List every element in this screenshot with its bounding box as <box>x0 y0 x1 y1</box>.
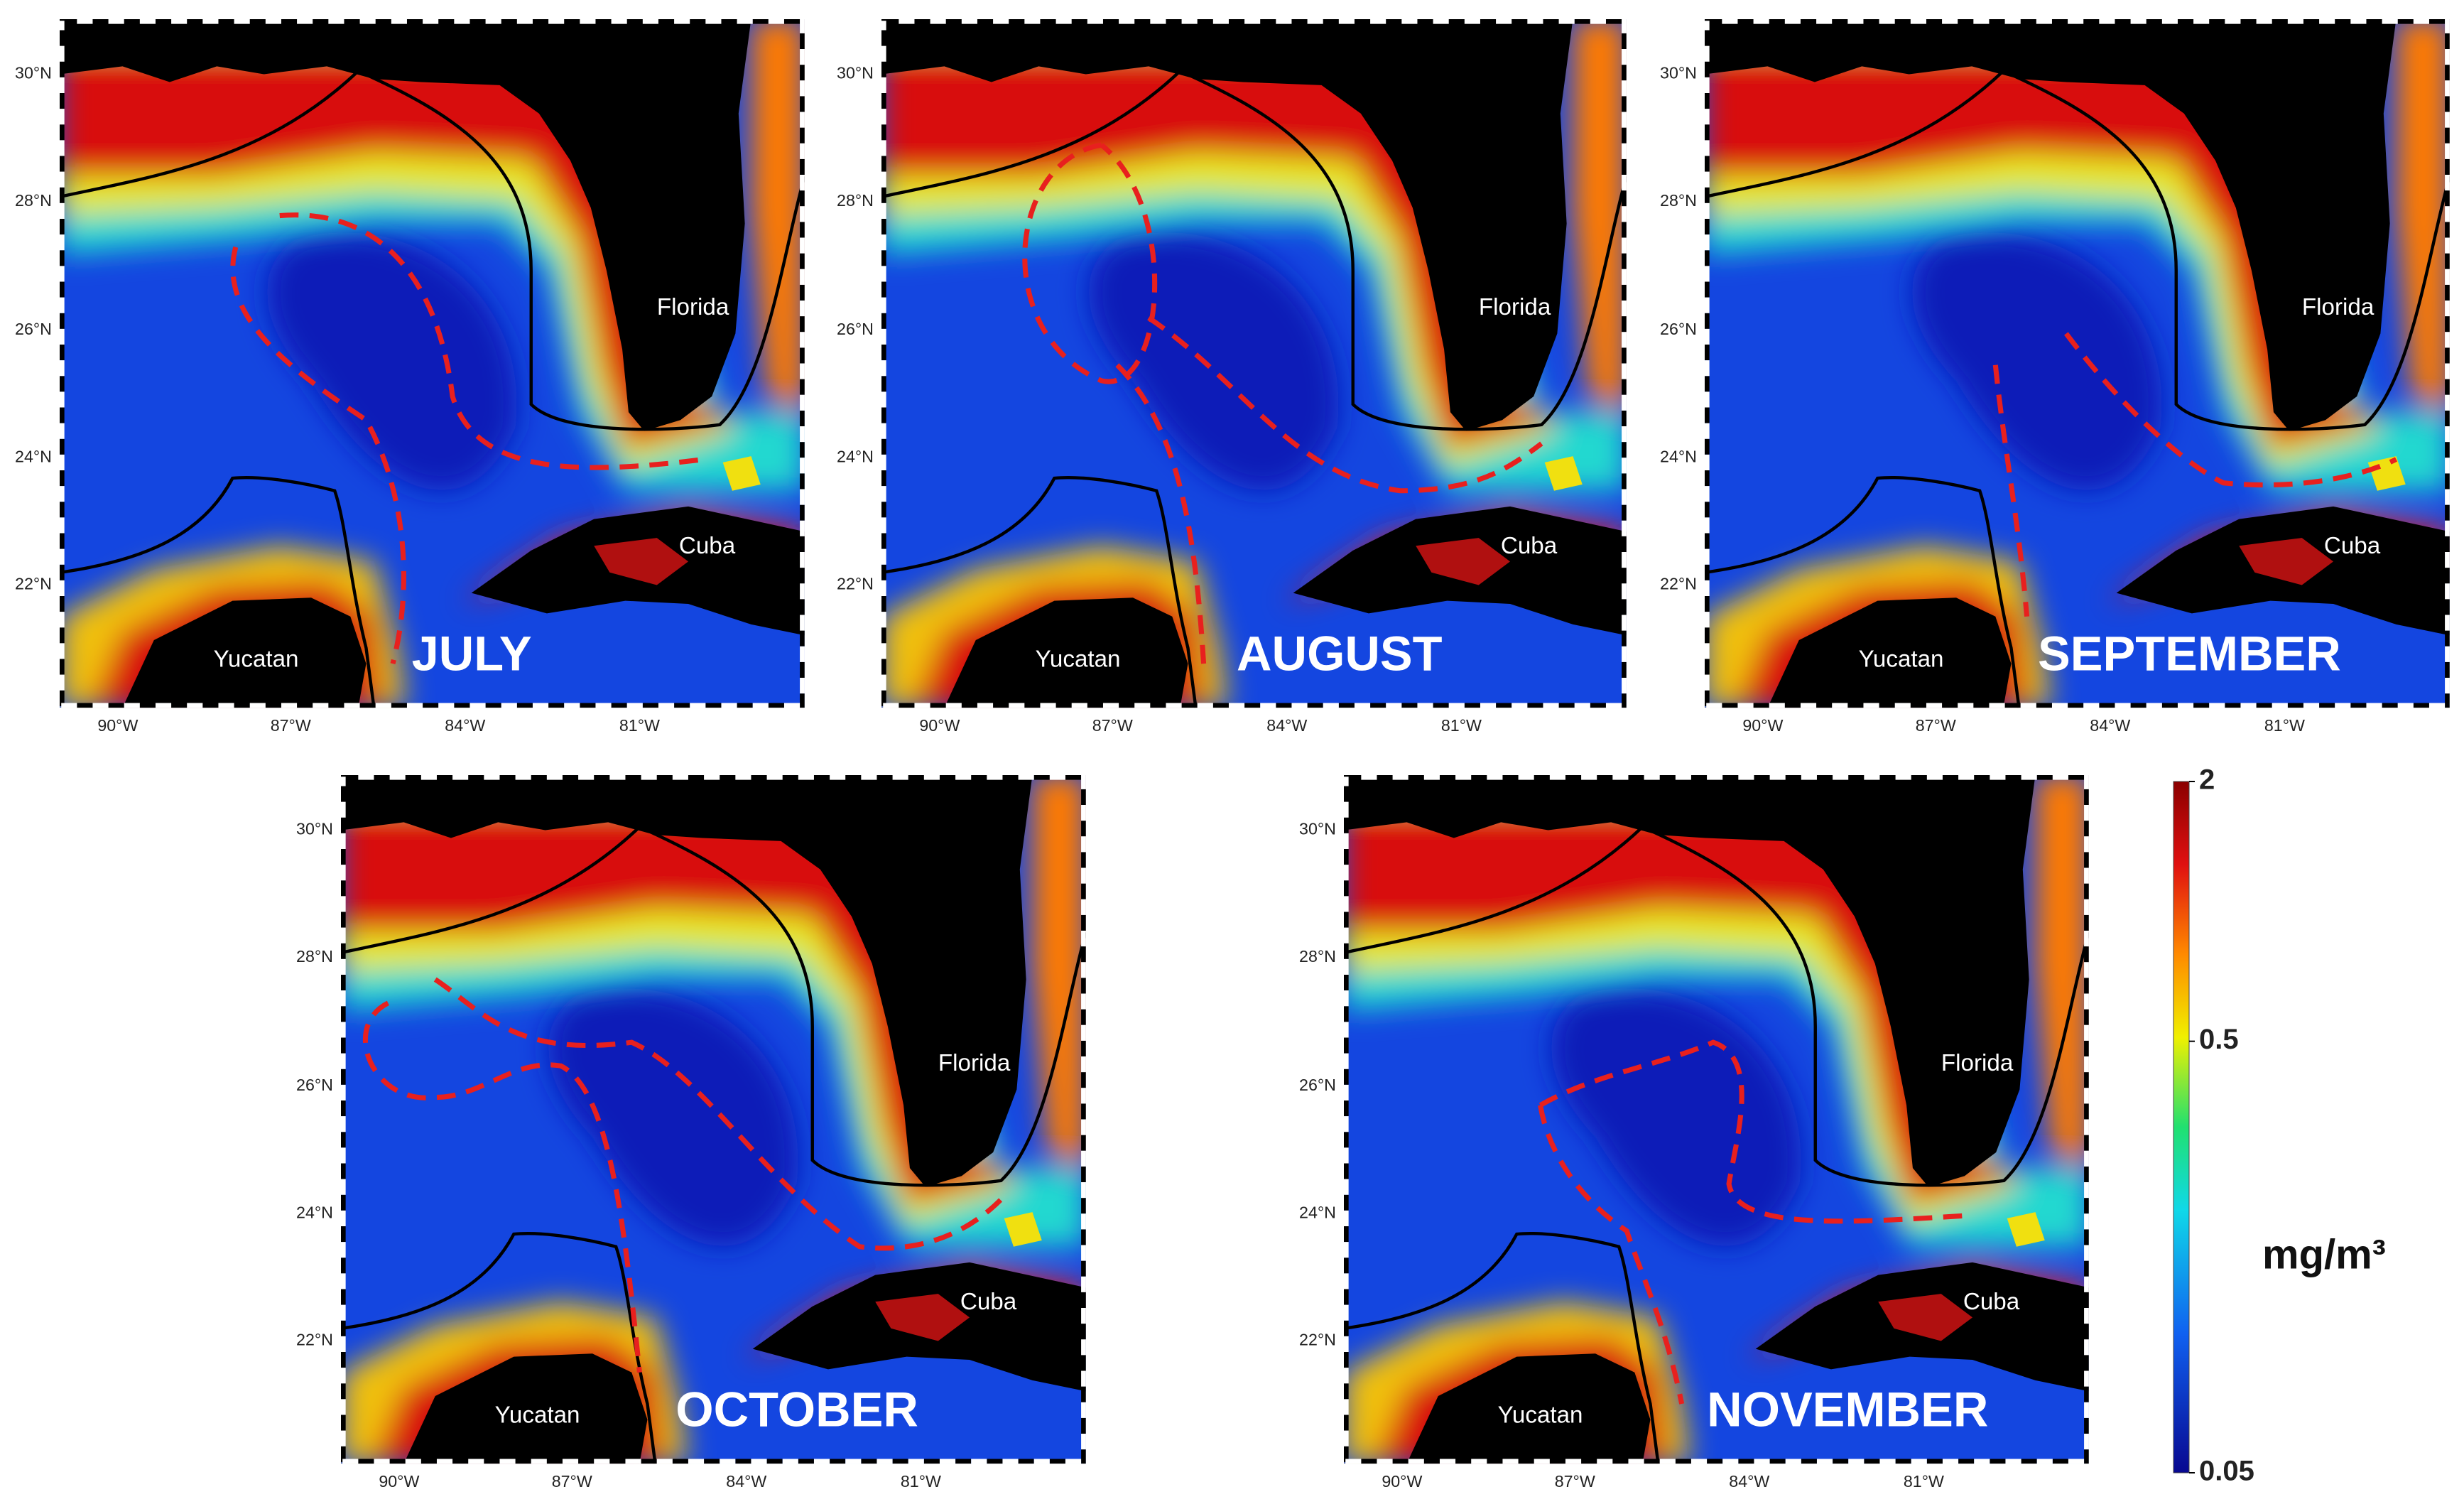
loop-current-boundary <box>279 212 705 470</box>
place-label: Yucatan <box>1859 646 1944 672</box>
place-label: Cuba <box>1501 533 1558 559</box>
month-label: JULY <box>412 626 532 681</box>
longitude-label: 84°W <box>2090 716 2130 735</box>
month-label: NOVEMBER <box>1707 1382 1988 1437</box>
latitude-label: 24°N <box>837 447 874 465</box>
longitude-label: 84°W <box>1266 716 1307 735</box>
place-label: Cuba <box>679 533 736 559</box>
longitude-label: 87°W <box>1916 716 1956 735</box>
latitude-label: 30°N <box>1660 64 1697 82</box>
latitude-label: 28°N <box>15 191 52 210</box>
place-label: Yucatan <box>495 1402 580 1428</box>
loop-current-boundary <box>230 246 406 665</box>
longitude-label: 87°W <box>1555 1472 1595 1491</box>
latitude-label: 28°N <box>837 191 874 210</box>
latitude-label: 30°N <box>15 64 52 82</box>
latitude-label: 22°N <box>15 575 52 593</box>
longitude-label: 90°W <box>379 1472 419 1491</box>
latitude-label: 22°N <box>1660 575 1697 593</box>
place-label: Cuba <box>960 1289 1017 1315</box>
place-label: Yucatan <box>214 646 299 672</box>
loop-current-boundary <box>433 977 1003 1251</box>
loop-current-boundary <box>1147 315 1543 494</box>
latitude-label: 26°N <box>1660 320 1697 338</box>
month-label: SEPTEMBER <box>2038 626 2341 681</box>
colorbar <box>2173 781 2190 1473</box>
longitude-label: 84°W <box>1729 1472 1769 1491</box>
map-image <box>1705 19 2450 708</box>
loop-current-boundary <box>362 1000 642 1373</box>
map-image <box>1344 775 2089 1464</box>
place-label: Cuba <box>2324 533 2381 559</box>
longitude-label: 87°W <box>552 1472 592 1491</box>
place-label: Yucatan <box>1498 1402 1583 1428</box>
latitude-label: 28°N <box>296 947 333 966</box>
latitude-label: 24°N <box>296 1203 333 1221</box>
map-image <box>341 775 1086 1464</box>
latitude-label: 30°N <box>1299 820 1336 838</box>
longitude-label: 84°W <box>445 716 485 735</box>
colorbar-unit: mg/m³ <box>2262 1231 2386 1277</box>
map-panel: 30°N 28°N 26°N 24°N 22°N 90°W 87°W 84°W 81°W Flor… <box>296 775 1086 1491</box>
place-label: Florida <box>657 294 729 320</box>
latitude-label: 22°N <box>296 1331 333 1349</box>
longitude-label: 87°W <box>271 716 311 735</box>
map-panel: 30°N 28°N 26°N 24°N 22°N 90°W 87°W 84°W 81°W Flor… <box>15 19 805 735</box>
colorbar-tick-label: 2 <box>2199 764 2215 796</box>
longitude-label: 87°W <box>1092 716 1133 735</box>
month-label: OCTOBER <box>675 1382 918 1437</box>
place-label: Florida <box>1479 294 1551 320</box>
colorbar-tick-label: 0.05 <box>2199 1456 2254 1487</box>
latitude-label: 28°N <box>1299 947 1336 966</box>
longitude-label: 81°W <box>901 1472 941 1491</box>
longitude-label: 81°W <box>619 716 660 735</box>
latitude-label: 30°N <box>296 820 333 838</box>
map-panel: 30°N 28°N 26°N 24°N 22°N 90°W 87°W 84°W 81°W Flor… <box>1299 775 2089 1491</box>
map-panel: 30°N 28°N 26°N 24°N 22°N 90°W 87°W 84°W 81°W Flor… <box>1660 19 2450 735</box>
place-label: Yucatan <box>1036 646 1121 672</box>
loop-current-boundary <box>1022 142 1158 384</box>
loop-current-boundary <box>1538 1039 1973 1224</box>
latitude-label: 22°N <box>1299 1331 1336 1349</box>
latitude-label: 22°N <box>837 575 874 593</box>
loop-current-boundary <box>1992 364 2030 617</box>
latitude-label: 26°N <box>296 1076 333 1094</box>
loop-current-boundary <box>1115 363 1207 664</box>
latitude-label: 26°N <box>1299 1076 1336 1094</box>
longitude-label: 81°W <box>1441 716 1482 735</box>
longitude-label: 81°W <box>1904 1472 1944 1491</box>
loop-current-boundary <box>1538 1105 1685 1405</box>
place-label: Florida <box>2302 294 2375 320</box>
latitude-label: 26°N <box>15 320 52 338</box>
month-label: AUGUST <box>1237 626 1443 681</box>
latitude-label: 24°N <box>15 447 52 465</box>
latitude-label: 28°N <box>1660 191 1697 210</box>
colorbar-tick-label: 0.5 <box>2199 1024 2239 1055</box>
place-label: Florida <box>938 1050 1011 1076</box>
map-image <box>60 19 805 708</box>
map-panel: 30°N 28°N 26°N 24°N 22°N 90°W 87°W 84°W 81°W Flor… <box>837 19 1627 735</box>
longitude-label: 90°W <box>97 716 138 735</box>
latitude-label: 26°N <box>837 320 874 338</box>
longitude-label: 90°W <box>919 716 960 735</box>
latitude-label: 24°N <box>1299 1203 1336 1221</box>
loop-current-boundary <box>2064 332 2398 488</box>
longitude-label: 84°W <box>726 1472 766 1491</box>
latitude-label: 24°N <box>1660 447 1697 465</box>
longitude-label: 90°W <box>1742 716 1783 735</box>
place-label: Cuba <box>1963 1289 2020 1315</box>
map-image <box>881 19 1627 708</box>
longitude-label: 90°W <box>1382 1472 1422 1491</box>
longitude-label: 81°W <box>2264 716 2305 735</box>
place-label: Florida <box>1941 1050 2014 1076</box>
latitude-label: 30°N <box>837 64 874 82</box>
